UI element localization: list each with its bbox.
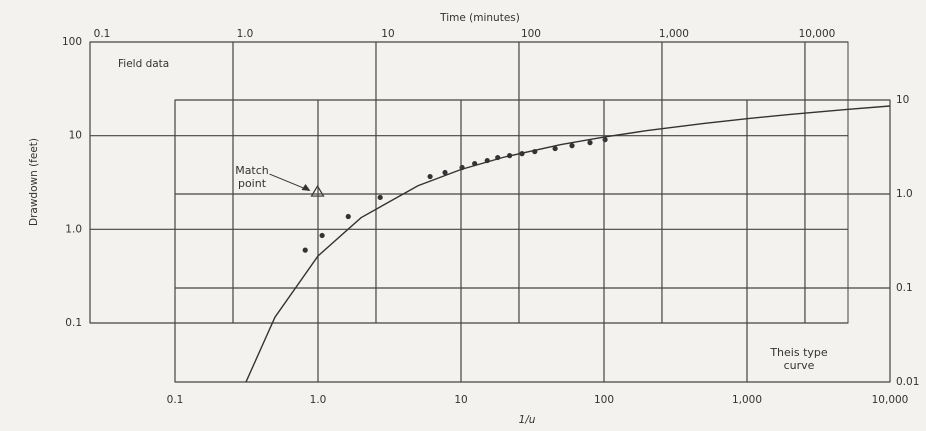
data-point [427,173,433,180]
x-tick-label: 100 [594,394,614,406]
x-tick-label: 10,000 [799,28,836,40]
left-axis-title: Drawdown (feet) [28,138,40,226]
plot-frame [89,41,849,324]
x-tick-label: 0.1 [94,28,111,40]
match-point-label: Match point [235,164,269,190]
theis-curve [245,105,890,382]
y-tick-label: 0.01 [896,376,919,388]
x-tick-label: 10 [454,394,467,406]
plot-frame [174,99,891,383]
top-axis-title: Time (minutes) [439,12,520,24]
y-tick-label: 100 [62,36,82,48]
y-tick-label: 0.1 [65,317,82,329]
bottom-axis-title: 1/u [519,414,536,426]
x-tick-label: 1.0 [310,394,327,406]
x-tick-label: 0.1 [167,394,184,406]
data-point [302,247,308,253]
data-point [345,213,351,220]
x-tick-label: 1,000 [732,394,762,406]
y-tick-label: 10 [69,130,82,142]
data-point [569,143,575,149]
data-point [377,194,383,201]
x-tick-label: 10,000 [872,394,909,406]
x-tick-label: 1,000 [659,28,689,40]
y-tick-label: 0.1 [896,282,913,294]
y-tick-label: 10 [896,94,909,106]
x-tick-label: 100 [521,28,541,40]
match-arrow-head [301,184,311,192]
data-point [552,145,558,152]
y-tick-label: 1.0 [896,188,913,200]
data-point [587,140,593,146]
data-point [319,232,325,239]
x-tick-label: 10 [381,28,394,40]
y-tick-label: 1.0 [65,223,82,235]
type-curve-label: Theis type curve [770,346,828,372]
data-point [442,169,448,176]
match-arrow [269,173,309,191]
field-data-label: Field data [118,58,169,70]
x-tick-label: 1.0 [237,28,254,40]
